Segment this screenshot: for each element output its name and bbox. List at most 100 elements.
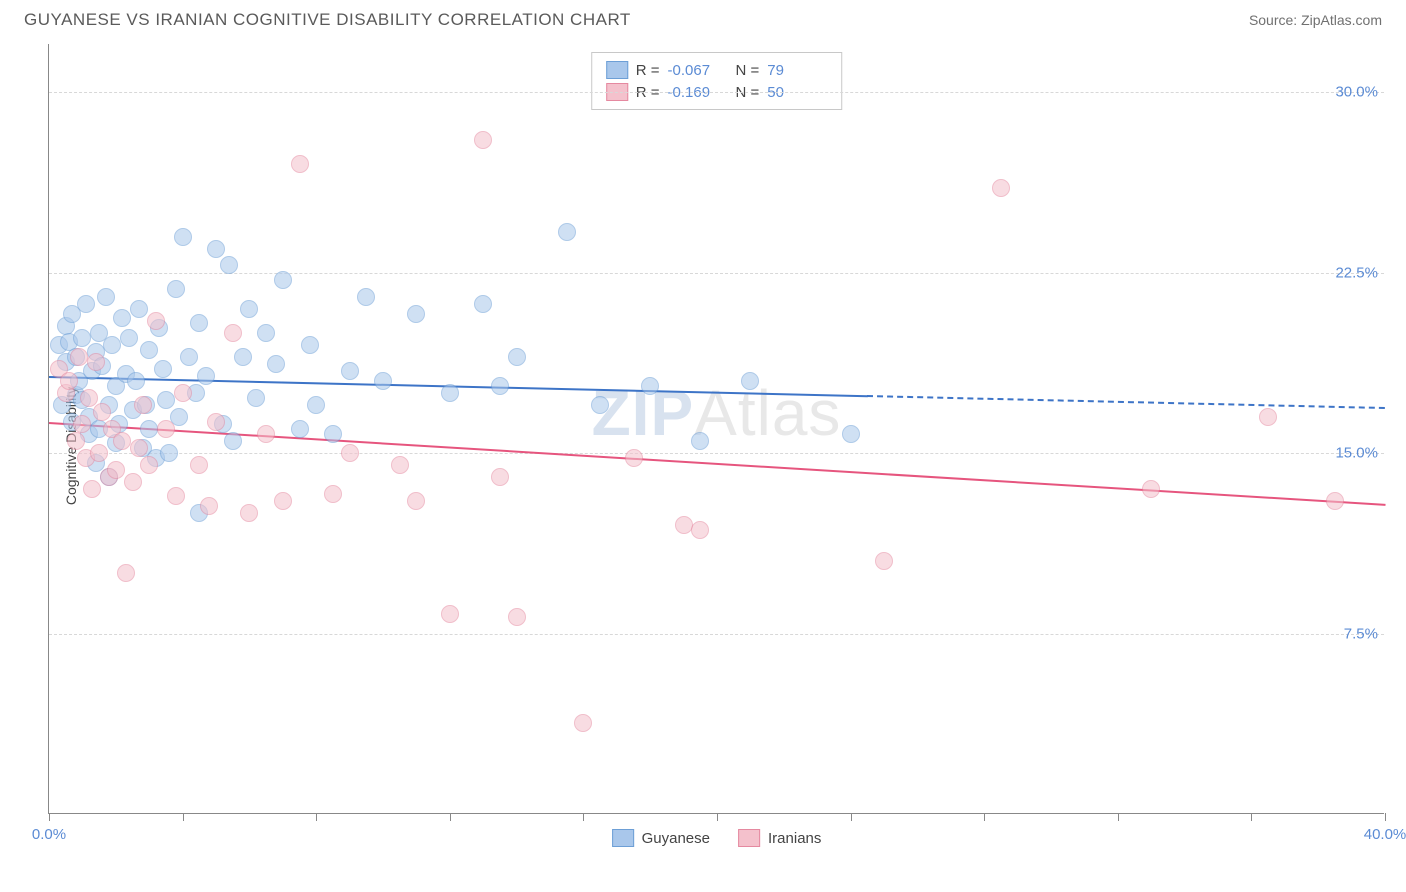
data-point (301, 336, 319, 354)
data-point (224, 432, 242, 450)
data-point (167, 487, 185, 505)
data-point (60, 372, 78, 390)
legend-label-iranians: Iranians (768, 830, 821, 847)
data-point (67, 432, 85, 450)
data-point (574, 714, 592, 732)
n-value-guyanese: 79 (767, 62, 827, 79)
grid-line (49, 634, 1384, 635)
data-point (180, 348, 198, 366)
watermark-part2: Atlas (694, 377, 841, 449)
data-point (73, 415, 91, 433)
data-point (641, 377, 659, 395)
ytick-label: 22.5% (1335, 264, 1378, 281)
data-point (207, 413, 225, 431)
data-point (374, 372, 392, 390)
grid-line (49, 273, 1384, 274)
data-point (167, 280, 185, 298)
swatch-iranians-2 (738, 829, 760, 847)
trend-line (867, 395, 1385, 409)
data-point (140, 456, 158, 474)
data-point (307, 396, 325, 414)
data-point (140, 420, 158, 438)
xtick (1251, 813, 1252, 821)
data-point (691, 521, 709, 539)
data-point (157, 391, 175, 409)
data-point (124, 473, 142, 491)
data-point (675, 516, 693, 534)
data-point (691, 432, 709, 450)
data-point (274, 271, 292, 289)
xtick (851, 813, 852, 821)
source-label: Source: ZipAtlas.com (1249, 12, 1382, 28)
data-point (200, 497, 218, 515)
data-point (130, 300, 148, 318)
r-value-guyanese: -0.067 (668, 62, 728, 79)
data-point (174, 228, 192, 246)
data-point (113, 309, 131, 327)
legend-label-guyanese: Guyanese (642, 830, 710, 847)
data-point (83, 480, 101, 498)
data-point (741, 372, 759, 390)
xtick (1118, 813, 1119, 821)
data-point (491, 377, 509, 395)
data-point (127, 372, 145, 390)
grid-line (49, 453, 1384, 454)
xtick (984, 813, 985, 821)
data-point (247, 389, 265, 407)
ytick-label: 15.0% (1335, 445, 1378, 462)
scatter-chart: ZIPAtlas R = -0.067 N = 79 R = -0.169 N … (48, 44, 1384, 814)
data-point (103, 336, 121, 354)
xtick (316, 813, 317, 821)
n-label: N = (736, 62, 760, 79)
legend-stats: R = -0.067 N = 79 R = -0.169 N = 50 (591, 52, 843, 110)
data-point (87, 353, 105, 371)
chart-header: GUYANESE VS IRANIAN COGNITIVE DISABILITY… (0, 0, 1406, 36)
ytick-label: 7.5% (1344, 625, 1378, 642)
data-point (875, 552, 893, 570)
data-point (274, 492, 292, 510)
data-point (324, 485, 342, 503)
data-point (591, 396, 609, 414)
data-point (1326, 492, 1344, 510)
grid-line (49, 92, 1384, 93)
data-point (90, 444, 108, 462)
data-point (324, 425, 342, 443)
data-point (407, 492, 425, 510)
data-point (407, 305, 425, 323)
legend-item-guyanese: Guyanese (612, 829, 710, 847)
data-point (234, 348, 252, 366)
xtick (583, 813, 584, 821)
data-point (190, 314, 208, 332)
data-point (154, 360, 172, 378)
data-point (1142, 480, 1160, 498)
ytick-label: 30.0% (1335, 84, 1378, 101)
data-point (224, 324, 242, 342)
xtick (1385, 813, 1386, 821)
data-point (491, 468, 509, 486)
data-point (140, 341, 158, 359)
data-point (93, 403, 111, 421)
data-point (391, 456, 409, 474)
xtick (717, 813, 718, 821)
data-point (73, 329, 91, 347)
data-point (147, 312, 165, 330)
trend-line (49, 422, 1385, 506)
xtick (49, 813, 50, 821)
data-point (220, 256, 238, 274)
data-point (508, 608, 526, 626)
data-point (257, 324, 275, 342)
data-point (625, 449, 643, 467)
r-label: R = (636, 62, 660, 79)
data-point (291, 420, 309, 438)
data-point (157, 420, 175, 438)
data-point (474, 131, 492, 149)
data-point (134, 396, 152, 414)
data-point (197, 367, 215, 385)
data-point (291, 155, 309, 173)
xtick-label: 0.0% (32, 826, 66, 843)
data-point (80, 389, 98, 407)
data-point (160, 444, 178, 462)
data-point (842, 425, 860, 443)
data-point (441, 605, 459, 623)
data-point (207, 240, 225, 258)
